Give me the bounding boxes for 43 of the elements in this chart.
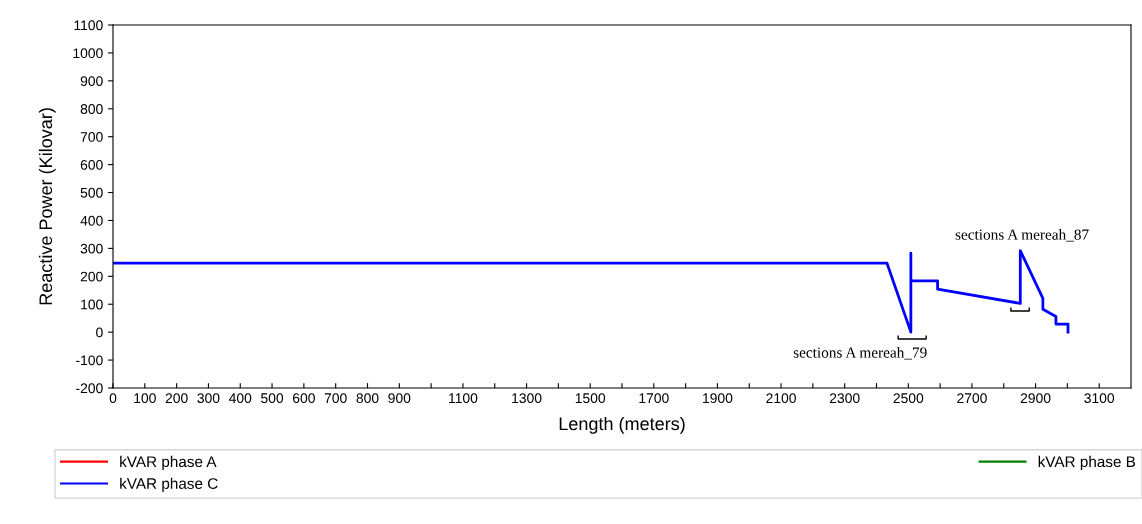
x-tick-label: 700 — [324, 393, 347, 404]
y-tick-label: -100 — [76, 355, 103, 366]
x-tick-label: 0 — [109, 393, 117, 404]
legend-label: kVAR phase C — [120, 477, 218, 492]
x-tick-label: 300 — [197, 393, 220, 404]
x-tick-label: 2100 — [766, 393, 796, 404]
x-tick-label: 900 — [388, 393, 411, 404]
x-tick-label: 1900 — [703, 393, 733, 404]
y-axis-title: Reactive Power (Kilovar) — [38, 108, 56, 305]
x-tick-label: 2900 — [1020, 393, 1051, 404]
x-tick-label: 1300 — [512, 393, 542, 404]
x-tick-label: 800 — [356, 393, 379, 404]
x-tick-label: 600 — [293, 393, 315, 404]
x-tick-label: 1100 — [449, 393, 478, 404]
x-tick-label: 3100 — [1084, 393, 1115, 404]
line-series — [113, 249, 1070, 334]
y-tick-label: 1000 — [73, 48, 103, 59]
y-tick-label: 0 — [96, 327, 103, 338]
y-tick-label: 1100 — [74, 20, 103, 31]
y-tick-label: 400 — [80, 215, 103, 226]
legend-label: kVAR phase A — [120, 455, 217, 471]
y-tick-label: 200 — [80, 271, 103, 282]
x-tick-label: 200 — [165, 393, 188, 404]
x-tick-label: 2500 — [893, 393, 924, 404]
x-tick-label: 1700 — [639, 393, 669, 404]
y-tick-label: 800 — [80, 104, 103, 114]
x-tick-label: 400 — [228, 393, 252, 404]
y-tick-label: 500 — [80, 187, 103, 198]
y-tick-label: -200 — [76, 383, 103, 394]
x-tick-label: 2300 — [829, 393, 860, 404]
y-tick-label: 300 — [80, 243, 103, 254]
legend-label: kVAR phase B — [1038, 455, 1136, 471]
x-axis-title: Length (meters) — [559, 416, 685, 434]
y-tick-label: 100 — [81, 299, 103, 310]
annotation: sections A mereah_87 — [955, 228, 1089, 242]
y-tick-label: 900 — [80, 76, 103, 87]
x-tick-label: 500 — [261, 393, 284, 404]
y-tick-label: 600 — [80, 159, 103, 170]
y-tick-label: 700 — [80, 132, 103, 142]
x-tick-label: 100 — [134, 393, 156, 404]
annotation: sections A mereah_79 — [793, 346, 927, 360]
x-tick-label: 1500 — [575, 393, 606, 404]
x-tick-label: 2700 — [957, 393, 987, 404]
